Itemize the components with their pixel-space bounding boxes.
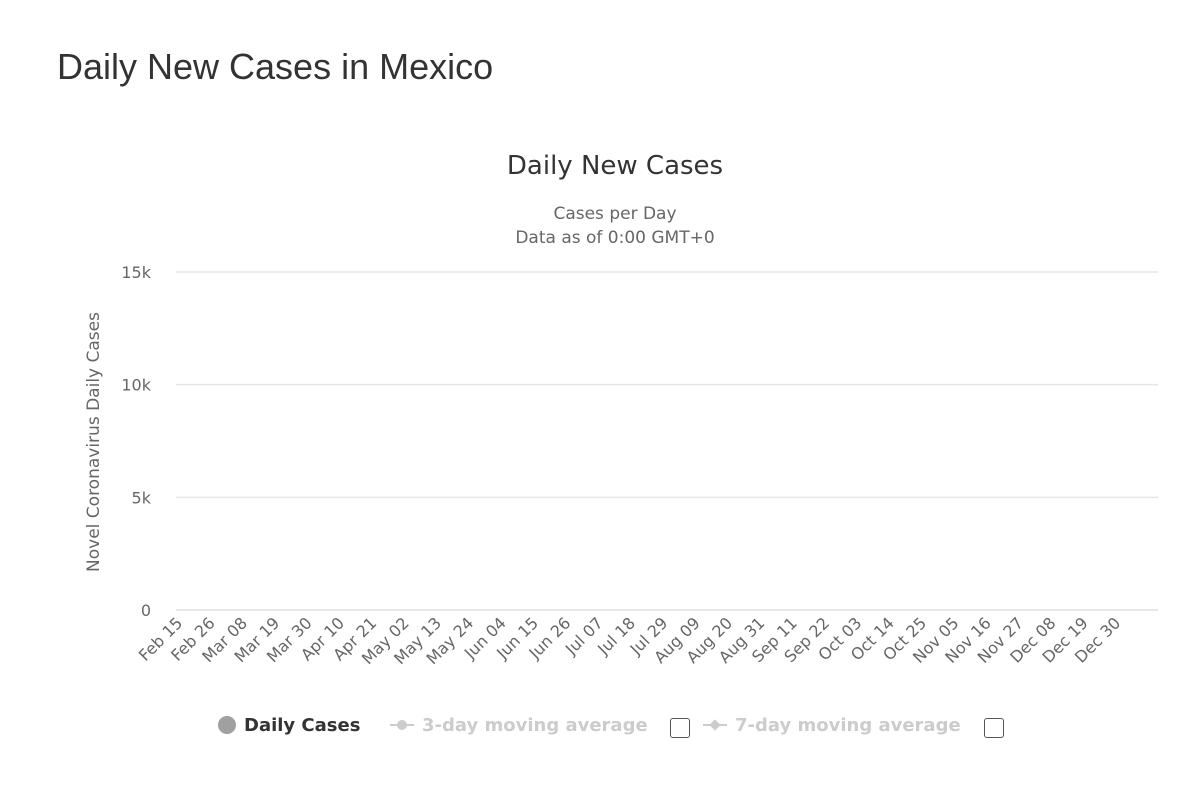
y-tick-labels: 0 5k 10k 15k [121, 263, 151, 620]
y-tick-label: 5k [132, 488, 152, 507]
legend-daily-cases[interactable]: Daily Cases [218, 712, 360, 738]
legend-3-day-marker [390, 720, 414, 730]
chart-title: Daily New Cases [507, 151, 723, 181]
legend-3-day-label: 3-day moving average [422, 714, 648, 736]
y-tick-label: 15k [121, 263, 151, 282]
legend-daily-cases-label: Daily Cases [244, 714, 361, 736]
legend-3-day-average[interactable]: 3-day moving average [390, 712, 648, 738]
legend-7-day-label: 7-day moving average [735, 714, 961, 736]
chart-subtitle-line-1: Cases per Day [553, 204, 676, 224]
grid-lines [176, 271, 1158, 499]
y-axis-label: Novel Coronavirus Daily Cases [84, 312, 104, 572]
checkbox-3-day-average[interactable] [670, 718, 690, 738]
legend-daily-cases-marker [218, 716, 236, 734]
checkbox-7-day-average[interactable] [984, 718, 1004, 738]
y-tick-label: 0 [141, 601, 151, 620]
legend-7-day-marker [703, 724, 727, 726]
y-tick-label: 10k [121, 376, 151, 395]
chart-subtitle-line-2: Data as of 0:00 GMT+0 [515, 228, 714, 248]
page-title: Daily New Cases in Mexico [57, 46, 494, 87]
legend-7-day-average[interactable]: 7-day moving average [703, 712, 961, 738]
